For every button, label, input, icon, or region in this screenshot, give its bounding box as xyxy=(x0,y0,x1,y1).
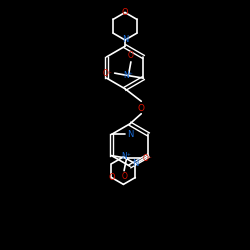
Text: O: O xyxy=(122,8,128,17)
Text: O: O xyxy=(128,51,134,60)
Text: O⁻: O⁻ xyxy=(102,68,112,78)
Text: N: N xyxy=(122,36,128,44)
Text: N⁺: N⁺ xyxy=(124,71,133,80)
Text: N⁺: N⁺ xyxy=(122,152,132,162)
Text: O: O xyxy=(138,104,145,113)
Text: O: O xyxy=(121,172,127,182)
Text: N: N xyxy=(127,130,133,139)
Text: O⁻: O⁻ xyxy=(143,154,153,163)
Text: N: N xyxy=(132,159,138,168)
Text: O: O xyxy=(108,173,115,182)
